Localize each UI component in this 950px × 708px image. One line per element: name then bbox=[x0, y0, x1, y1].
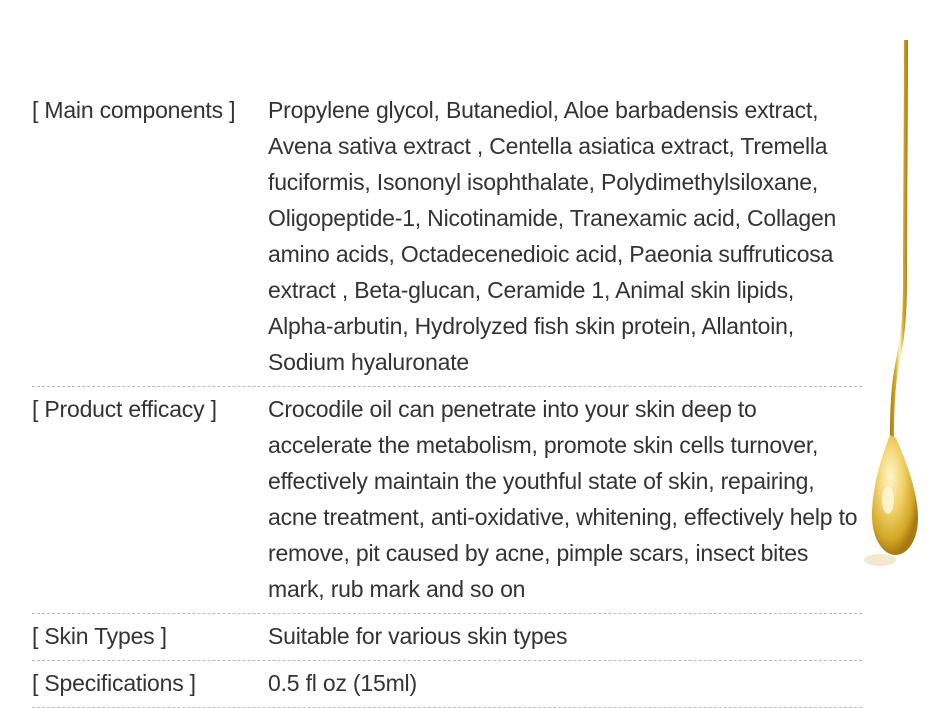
value-product-efficacy: Crocodile oil can penetrate into your sk… bbox=[268, 391, 862, 607]
label-skin-types: [ Skin Types ] bbox=[32, 618, 268, 654]
product-info-table: [ Main components ] Propylene glycol, Bu… bbox=[32, 88, 862, 708]
label-product-efficacy: [ Product efficacy ] bbox=[32, 391, 268, 607]
oil-drip-icon bbox=[850, 40, 930, 580]
value-specifications: 0.5 fl oz (15ml) bbox=[268, 665, 862, 701]
row-skin-types: [ Skin Types ] Suitable for various skin… bbox=[32, 614, 862, 661]
row-specifications: [ Specifications ] 0.5 fl oz (15ml) bbox=[32, 661, 862, 708]
label-specifications: [ Specifications ] bbox=[32, 665, 268, 701]
row-product-efficacy: [ Product efficacy ] Crocodile oil can p… bbox=[32, 387, 862, 614]
value-main-components: Propylene glycol, Butanediol, Aloe barba… bbox=[268, 92, 862, 380]
row-main-components: [ Main components ] Propylene glycol, Bu… bbox=[32, 88, 862, 387]
value-skin-types: Suitable for various skin types bbox=[268, 618, 862, 654]
label-main-components: [ Main components ] bbox=[32, 92, 268, 380]
